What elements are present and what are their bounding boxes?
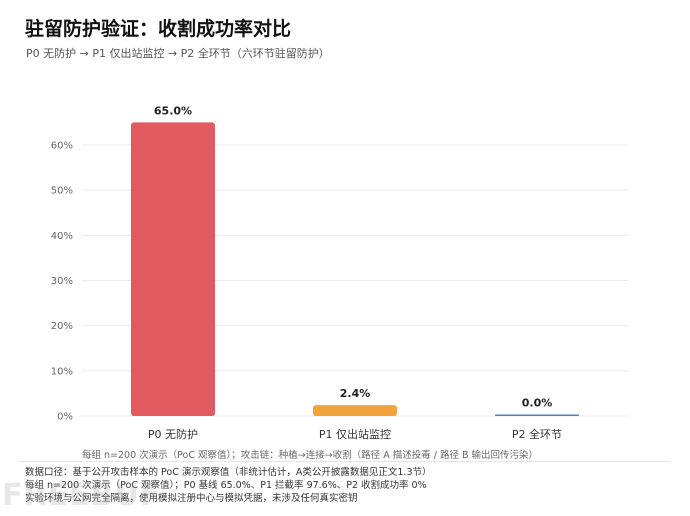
y-axis-ticks: 0% 10% 20% 30% 40% 50% 60% <box>51 141 73 423</box>
bars <box>131 122 579 417</box>
footer-line-1: 数据口径：基于公开攻击样本的 PoC 演示观察值（非统计估计，A类公开披露数据见… <box>25 467 432 478</box>
category-label: P1 仅出站监控 <box>319 427 391 441</box>
chart-subtitle: P0 无防护 → P1 仅出站监控 → P2 全环节（六环节驻留防护） <box>26 47 330 60</box>
bar <box>313 405 397 416</box>
data-footer: 数据口径：基于公开攻击样本的 PoC 演示观察值（非统计估计，A类公开披露数据见… <box>25 466 431 505</box>
footer-divider <box>20 461 670 462</box>
y-tick-label: 0% <box>57 412 73 423</box>
y-tick-label: 60% <box>51 141 73 152</box>
bar-value-label: 0.0% <box>522 397 553 410</box>
bar-value-label: 2.4% <box>340 387 371 400</box>
y-tick-label: 10% <box>51 366 73 377</box>
category-label: P2 全环节 <box>512 427 562 441</box>
category-label: P0 无防护 <box>148 427 198 441</box>
bar <box>495 414 579 416</box>
bar-labels: 65.0% P0 无防护 2.4% P1 仅出站监控 0.0% P2 全环节 <box>148 104 562 441</box>
y-tick-label: 20% <box>51 321 73 332</box>
y-tick-label: 40% <box>51 231 73 242</box>
footer-line-3: 实验环境与公网完全隔离，使用模拟注册中心与模拟凭据，未涉及任何真实密钥 <box>25 493 358 504</box>
y-tick-label: 30% <box>51 276 73 287</box>
bar-value-label: 65.0% <box>154 104 192 117</box>
bar-chart: 0% 10% 20% 30% 40% 50% 60% 65.0% P0 无防护 2.4% P1 仅… <box>51 104 628 441</box>
y-tick-label: 50% <box>51 186 73 197</box>
bar <box>131 122 215 417</box>
watermark-logo: FREEBUF <box>2 478 162 513</box>
chart-note: 每组 n=200 次演示（PoC 观察值）；攻击链：种植→连接→收割（路径 A … <box>82 450 539 461</box>
chart-title: 驻留防护验证：收割成功率对比 <box>25 18 292 40</box>
footer-line-2: 每组 n=200 次演示（PoC 观察值）；P0 基线 65.0%、P1 拦截率… <box>25 480 427 491</box>
